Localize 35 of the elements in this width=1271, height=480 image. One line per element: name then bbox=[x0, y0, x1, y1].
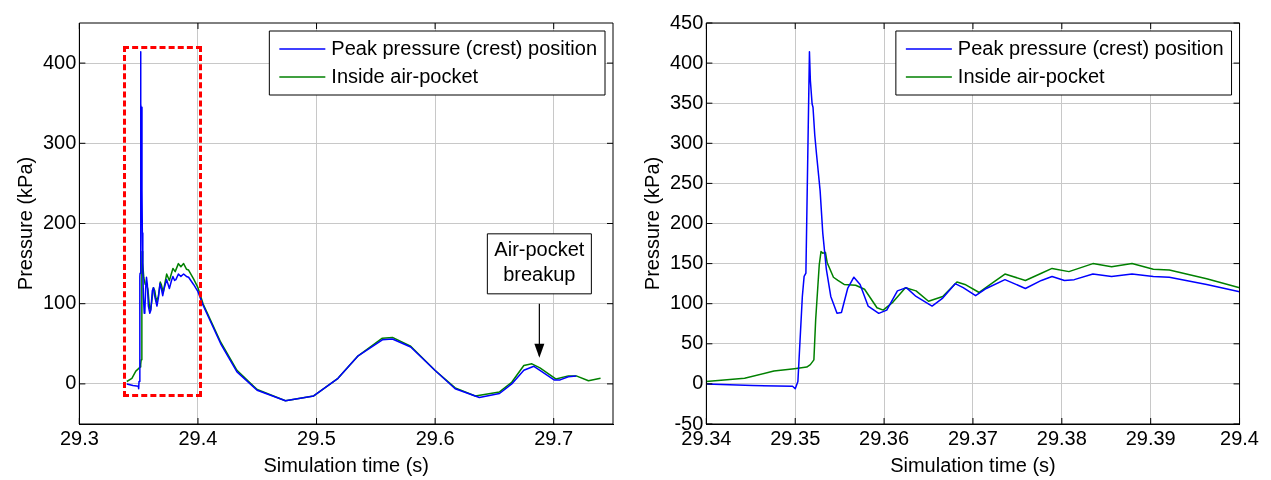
y-tick-label: 50 bbox=[681, 331, 704, 354]
y-axis-title: Pressure (kPa) bbox=[640, 156, 663, 291]
y-tick-label: 100 bbox=[42, 291, 77, 314]
y-tick-label: 400 bbox=[42, 50, 77, 73]
y-tick-label: 150 bbox=[669, 251, 704, 274]
legend-label: Inside air-pocket bbox=[957, 64, 1106, 87]
y-tick-label: 0 bbox=[692, 371, 704, 394]
y-tick-label: 300 bbox=[42, 130, 77, 153]
annotation: Air-pocket breakup bbox=[494, 238, 585, 286]
x-tick-label: 29.36 bbox=[859, 426, 910, 449]
legend-label: Peak pressure (crest) position bbox=[331, 36, 598, 59]
x-tick-label: 29.3 bbox=[59, 426, 99, 449]
legend-label: Inside air-pocket bbox=[331, 64, 479, 87]
y-axis-title: Pressure (kPa) bbox=[13, 156, 36, 291]
x-tick-label: 29.5 bbox=[297, 426, 337, 449]
x-tick-label: 29.39 bbox=[1125, 426, 1176, 449]
y-tick-label: 400 bbox=[669, 50, 704, 73]
y-tick-label: 200 bbox=[669, 211, 704, 234]
x-axis-title: Simulation time (s) bbox=[263, 453, 429, 476]
y-tick-label: 100 bbox=[669, 291, 704, 314]
x-tick-label: 29.35 bbox=[770, 426, 821, 449]
x-tick-label: 29.6 bbox=[415, 426, 455, 449]
x-tick-label: 29.4 bbox=[178, 426, 218, 449]
y-tick-label: 300 bbox=[669, 130, 704, 153]
y-tick-label: 250 bbox=[669, 170, 704, 193]
x-tick-label: 29.38 bbox=[1036, 426, 1087, 449]
x-tick-label: 29.37 bbox=[947, 426, 998, 449]
y-tick-label: 0 bbox=[65, 371, 77, 394]
x-tick-label: 29.4 bbox=[1220, 426, 1260, 449]
y-tick-label: 350 bbox=[669, 90, 704, 113]
y-tick-label: 450 bbox=[669, 10, 704, 33]
y-tick-label: 200 bbox=[42, 211, 77, 234]
x-tick-label: 29.7 bbox=[534, 426, 574, 449]
x-axis-title: Simulation time (s) bbox=[890, 453, 1056, 476]
legend-label: Peak pressure (crest) position bbox=[957, 36, 1224, 59]
